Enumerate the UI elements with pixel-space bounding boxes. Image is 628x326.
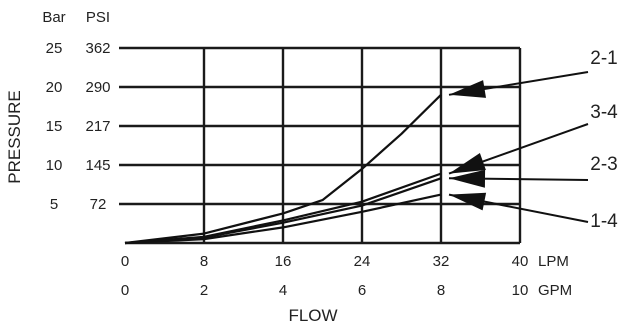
- series-line-1-4: [124, 193, 442, 245]
- y-tick-bar: 25: [46, 40, 63, 57]
- x-tick-gpm: 6: [358, 282, 366, 299]
- y-tick-bar: 20: [46, 79, 63, 96]
- x-tick-gpm: 8: [437, 282, 445, 299]
- x-axis-title: FLOW: [288, 306, 337, 325]
- x-unit-gpm: GPM: [538, 282, 572, 299]
- annotations: 2-1 3-4 2-3 1-4: [448, 48, 618, 232]
- y-unit-bar: Bar: [42, 9, 65, 26]
- arrowhead-3-4: [449, 153, 486, 174]
- x-tick-lpm: 24: [354, 253, 371, 270]
- series-label-2-3: 2-3: [590, 154, 617, 175]
- x-tick-lpm: 40: [512, 253, 529, 270]
- x-tick-gpm: 4: [279, 282, 287, 299]
- x-tick-lpm: 0: [121, 253, 129, 270]
- grid: [119, 46, 522, 245]
- y-tick-bar: 15: [46, 118, 63, 135]
- y-tick-bar: 10: [46, 157, 63, 174]
- x-tick-lpm: 16: [275, 253, 292, 270]
- x-tick-gpm: 0: [121, 282, 129, 299]
- y-tick-psi: 217: [85, 118, 110, 135]
- x-tick-lpm: 8: [200, 253, 208, 270]
- x-unit-lpm: LPM: [538, 253, 569, 270]
- series-label-3-4: 3-4: [590, 102, 618, 123]
- series-line-2-1: [124, 94, 442, 245]
- series-label-1-4: 1-4: [590, 211, 618, 232]
- y-unit-psi: PSI: [86, 9, 110, 26]
- x-tick-gpm: 2: [200, 282, 208, 299]
- x-tick-gpm: 10: [512, 282, 529, 299]
- y-tick-psi: 362: [85, 40, 110, 57]
- axis-labels: Bar PSI LPM GPM FLOW PRESSURE 5 72 10 145 15…: [5, 9, 572, 325]
- y-tick-psi: 72: [90, 196, 107, 213]
- x-tick-lpm: 32: [433, 253, 450, 270]
- arrowhead-2-1: [449, 80, 486, 98]
- y-tick-psi: 145: [85, 157, 110, 174]
- arrowhead-2-3: [449, 169, 486, 188]
- series-label-2-1: 2-1: [590, 48, 617, 69]
- y-tick-psi: 290: [85, 79, 110, 96]
- arrowhead-1-4: [449, 192, 487, 211]
- y-tick-bar: 5: [50, 196, 58, 213]
- curves: [124, 94, 442, 245]
- y-axis-title: PRESSURE: [5, 90, 24, 184]
